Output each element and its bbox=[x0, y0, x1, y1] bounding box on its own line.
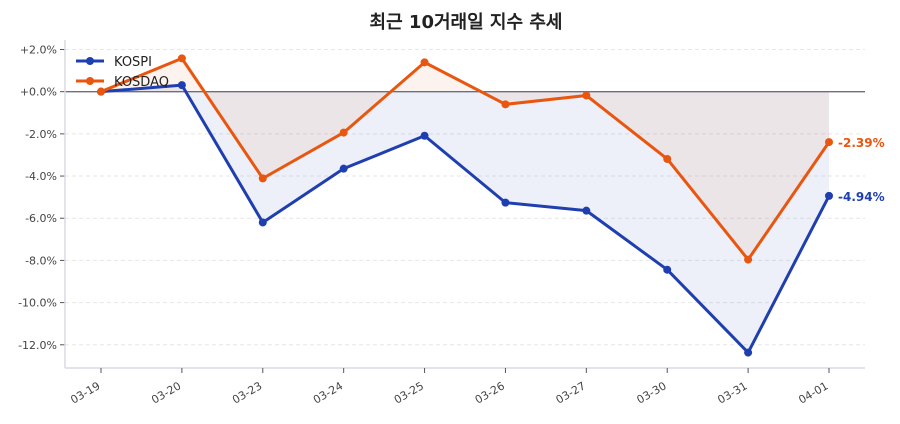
kosdaq-point bbox=[258, 174, 267, 183]
y-tick-label: -6.0% bbox=[25, 212, 57, 225]
kospi-point bbox=[744, 348, 753, 357]
kosdaq-area bbox=[101, 58, 829, 260]
kosdaq-point bbox=[582, 91, 591, 100]
legend-label-kospi: KOSPI bbox=[114, 55, 152, 70]
kosdaq-point bbox=[339, 128, 348, 137]
legend-marker-kospi bbox=[86, 57, 94, 65]
x-tick-label: 03-31 bbox=[715, 379, 749, 406]
x-tick-label: 03-24 bbox=[311, 379, 345, 406]
kosdaq-point bbox=[825, 138, 833, 147]
kosdaq-point bbox=[420, 58, 429, 67]
x-tick-label: 03-20 bbox=[149, 379, 183, 406]
chart-title: 최근 10거래일 지수 추세 bbox=[370, 12, 563, 33]
kosdaq-line bbox=[100, 56, 831, 262]
legend-marker-kosdaq bbox=[86, 77, 94, 85]
x-tick-label: 03-19 bbox=[68, 379, 102, 406]
y-tick-label: -4.0% bbox=[25, 170, 57, 183]
kospi-end-label: -4.94% bbox=[838, 190, 885, 204]
kospi-point bbox=[420, 131, 429, 140]
kosdaq-point bbox=[501, 100, 510, 109]
kosdaq-point bbox=[744, 255, 753, 264]
x-tick-label: 03-25 bbox=[392, 379, 426, 406]
legend: KOSPI KOSDAQ bbox=[76, 55, 169, 90]
kospi-point bbox=[663, 265, 672, 274]
kosdaq-point bbox=[97, 87, 105, 96]
x-tick-label: 03-27 bbox=[554, 379, 588, 406]
kospi-point bbox=[582, 206, 591, 215]
kospi-point bbox=[339, 164, 348, 173]
x-tick-label: 03-30 bbox=[635, 379, 669, 406]
y-tick-label: +0.0% bbox=[20, 86, 57, 99]
kosdaq-point bbox=[177, 54, 186, 63]
legend-label-kosdaq: KOSDAQ bbox=[114, 75, 169, 90]
y-tick-label: +2.0% bbox=[20, 43, 57, 56]
y-tick-label: -10.0% bbox=[18, 297, 57, 310]
kospi-point bbox=[177, 81, 186, 90]
area-fills bbox=[101, 58, 829, 353]
y-tick-label: -2.0% bbox=[25, 128, 57, 141]
y-tick-label: -8.0% bbox=[25, 254, 57, 267]
series-lines: -4.94% -2.39% bbox=[97, 54, 885, 357]
kospi-point bbox=[501, 198, 510, 207]
x-tick-label: 04-01 bbox=[796, 379, 830, 406]
kospi-line bbox=[100, 83, 831, 355]
y-tick-label: -12.0% bbox=[18, 339, 57, 352]
kospi-point bbox=[825, 191, 833, 200]
kospi-area bbox=[101, 85, 829, 353]
kosdaq-point bbox=[663, 154, 672, 163]
x-tick-label: 03-23 bbox=[230, 379, 264, 406]
kospi-point bbox=[258, 218, 267, 227]
kosdaq-end-label: -2.39% bbox=[838, 136, 885, 150]
x-tick-label: 03-26 bbox=[473, 379, 507, 406]
